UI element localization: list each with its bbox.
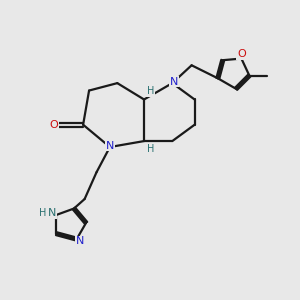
Text: N: N	[106, 140, 114, 151]
Text: N: N	[48, 208, 56, 218]
Text: O: O	[237, 49, 246, 59]
Text: N: N	[169, 76, 178, 87]
Text: H: H	[39, 208, 47, 218]
Text: N: N	[76, 236, 84, 247]
Text: O: O	[50, 120, 58, 130]
Text: H: H	[147, 86, 154, 96]
Text: H: H	[147, 144, 154, 154]
